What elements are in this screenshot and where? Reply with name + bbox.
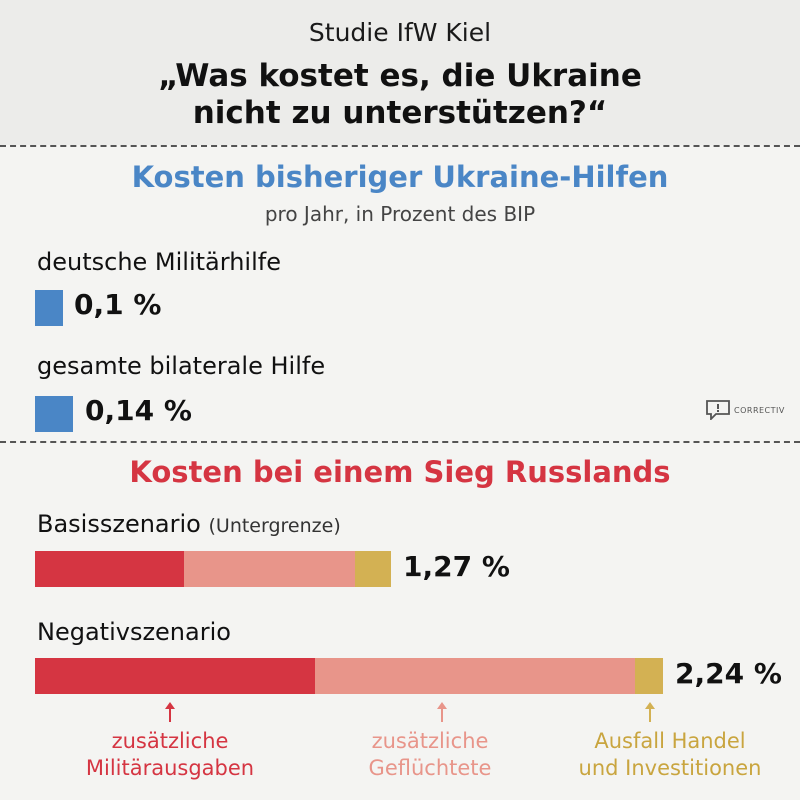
bar-value-base: 1,27 % xyxy=(403,550,510,583)
scenario-name: Basisszenario xyxy=(37,510,201,538)
bar-value-negative: 2,24 % xyxy=(675,657,782,690)
legend-military-line1: zusätzliche xyxy=(111,729,229,753)
item-bar-bilateral-aid xyxy=(35,396,73,432)
divider-middle xyxy=(0,441,800,443)
headline: „Was kostet es, die Ukraine nicht zu unt… xyxy=(0,58,800,132)
legend-refugees-line2: Geflüchtete xyxy=(368,756,492,780)
segment-military xyxy=(35,551,184,587)
scenario-label-base: Basisszenario (Untergrenze) xyxy=(37,510,341,538)
item-label-bilateral-aid: gesamte bilaterale Hilfe xyxy=(37,352,326,380)
item-label-military-aid: deutsche Militärhilfe xyxy=(37,248,281,276)
item-value-bilateral-aid: 0,14 % xyxy=(85,394,192,427)
stacked-bar-negative xyxy=(35,658,663,694)
scenario-label-negative: Negativszenario xyxy=(37,618,231,646)
segment-refugees xyxy=(183,551,355,587)
segment-trade xyxy=(354,551,392,587)
legend-refugees: zusätzliche Geflüchtete xyxy=(310,728,550,782)
stacked-bar-base xyxy=(35,551,392,587)
kicker: Studie IfW Kiel xyxy=(308,18,492,47)
legend-trade-line1: Ausfall Handel xyxy=(594,729,746,753)
arrow-up-icon xyxy=(645,702,655,722)
legend-military: zusätzliche Militärausgaben xyxy=(50,728,290,782)
correctiv-logo: CORRECTIV xyxy=(706,400,785,420)
legend-trade-line2: und Investitionen xyxy=(578,756,762,780)
segment-trade xyxy=(634,658,663,694)
header-band xyxy=(0,0,800,145)
divider-top xyxy=(0,145,800,147)
item-value-military-aid: 0,1 % xyxy=(74,288,162,321)
arrow-up-icon xyxy=(165,702,175,722)
segment-military xyxy=(35,658,316,694)
arrow-up-icon xyxy=(437,702,447,722)
section1-subtitle: pro Jahr, in Prozent des BIP xyxy=(264,202,536,226)
legend-refugees-line1: zusätzliche xyxy=(371,729,489,753)
scenario-name: Negativszenario xyxy=(37,618,231,646)
headline-line-2: nicht zu unterstützen?“ xyxy=(192,95,608,131)
logo-text: CORRECTIV xyxy=(734,405,785,415)
item-bar-military-aid xyxy=(35,290,63,326)
section2-title: Kosten bei einem Sieg Russlands xyxy=(129,455,671,489)
section1-title: Kosten bisheriger Ukraine-Hilfen xyxy=(131,160,669,194)
segment-refugees xyxy=(315,658,635,694)
scenario-note: (Untergrenze) xyxy=(208,515,341,537)
headline-line-1: „Was kostet es, die Ukraine xyxy=(158,58,642,94)
legend-trade: Ausfall Handel und Investitionen xyxy=(550,728,790,782)
speech-bubble-icon xyxy=(706,400,730,420)
legend-military-line2: Militärausgaben xyxy=(85,756,255,780)
